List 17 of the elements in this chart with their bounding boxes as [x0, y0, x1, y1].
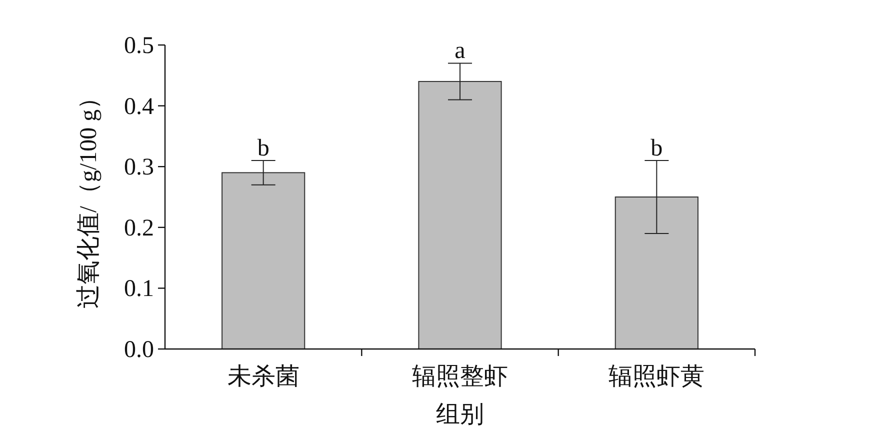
annotation: b: [257, 136, 270, 162]
annotation: b: [650, 136, 663, 162]
y-axis-title: 过氧化值/（g/100 g）: [76, 85, 102, 309]
y-tick-label: 0.4: [124, 94, 154, 120]
x-tick-label: 辐照虾黄: [608, 364, 705, 390]
bar: [418, 80, 502, 350]
y-tick-label: 0.0: [124, 337, 154, 363]
x-axis-title: 组别: [436, 402, 484, 428]
bar: [614, 196, 698, 350]
annotation: a: [454, 38, 466, 64]
y-tick-label: 0.5: [124, 33, 154, 59]
x-tick-label: 未杀菌: [227, 364, 300, 390]
bar: [222, 172, 306, 350]
y-tick-label: 0.1: [124, 276, 154, 302]
y-tick-label: 0.3: [124, 154, 154, 181]
x-tick-label: 辐照整虾: [412, 364, 508, 390]
y-tick-label: 0.2: [124, 215, 154, 242]
